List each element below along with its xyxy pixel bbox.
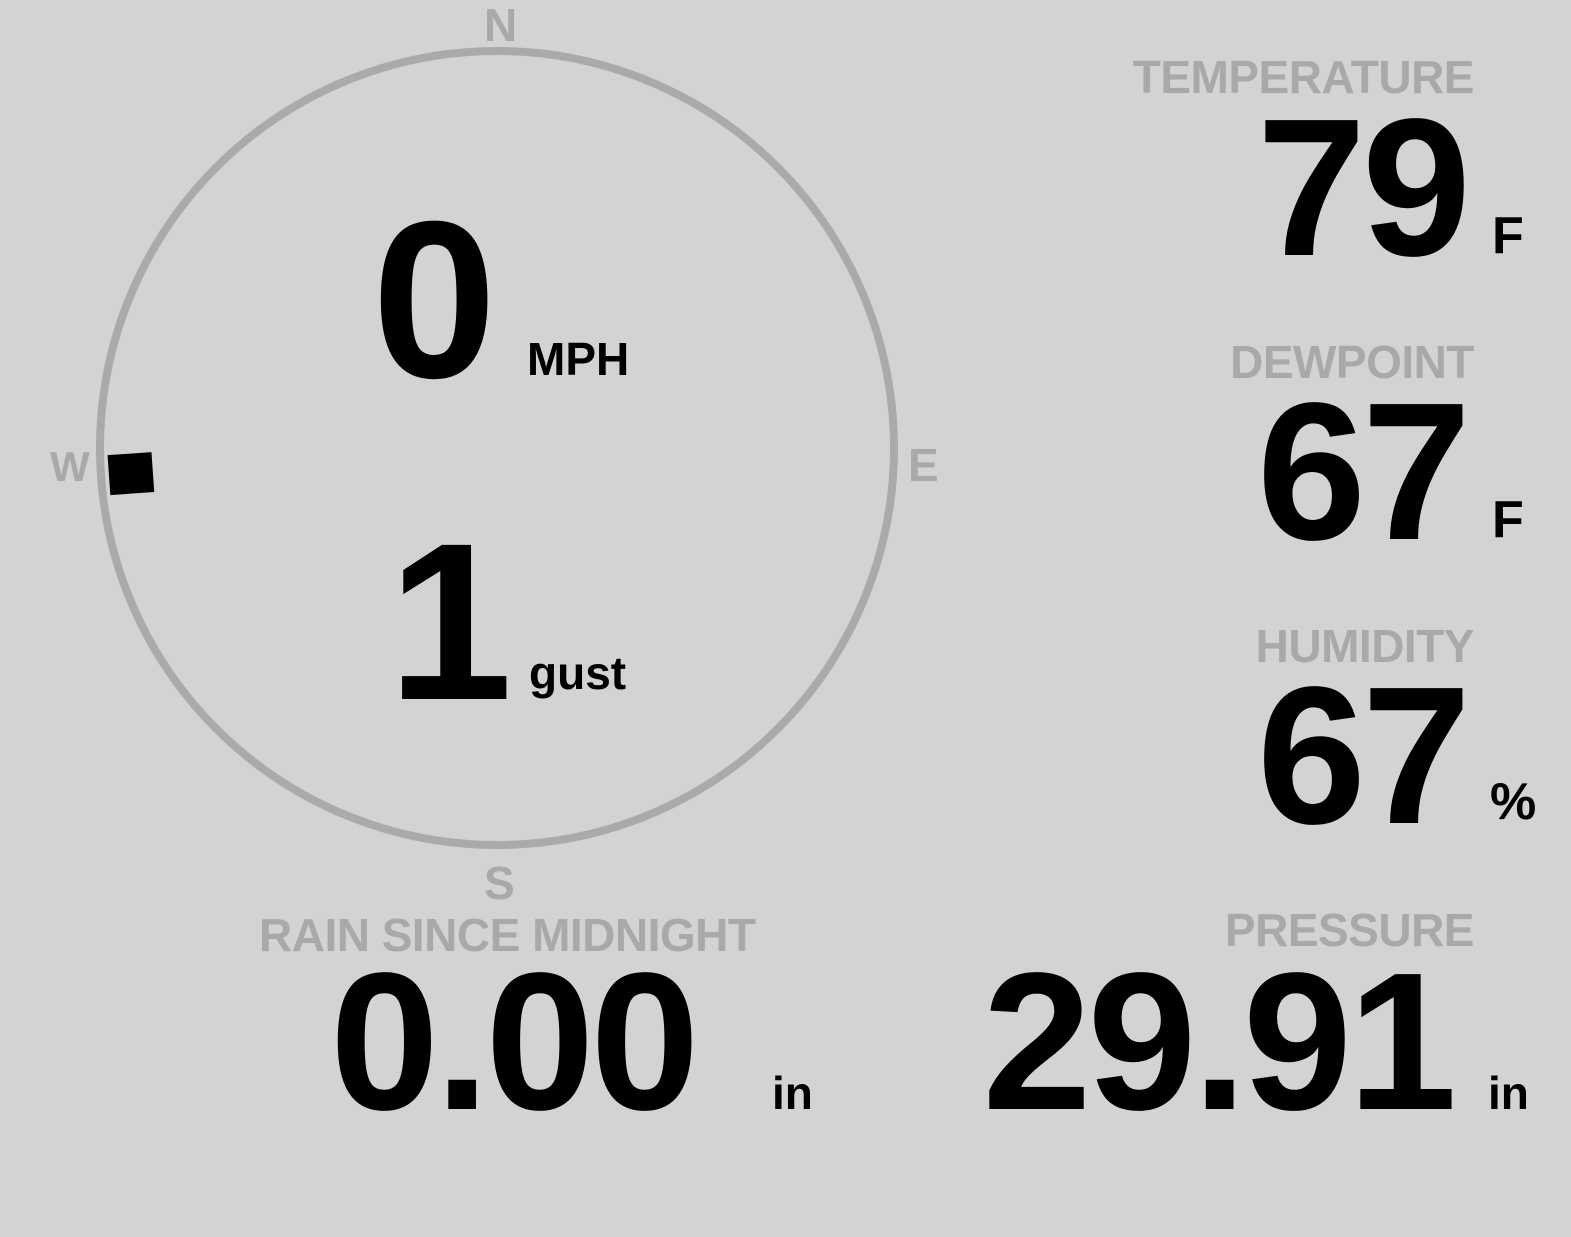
compass-circle: [96, 47, 898, 849]
wind-speed-unit: MPH: [527, 333, 630, 385]
pressure-value: 29.91: [982, 932, 1457, 1151]
temperature-value: 79: [1256, 78, 1471, 297]
temperature-label: TEMPERATURE: [1132, 51, 1475, 103]
wind-direction-marker: [107, 452, 155, 496]
temperature-unit: F: [1492, 207, 1524, 265]
compass-north: N: [484, 0, 518, 51]
dewpoint-unit: F: [1492, 491, 1524, 549]
humidity-unit: %: [1490, 773, 1537, 831]
dewpoint-label: DEWPOINT: [1230, 336, 1474, 388]
wind-gust-value: 1: [388, 497, 513, 747]
pressure-unit: in: [1488, 1067, 1529, 1119]
compass-west: W: [50, 443, 90, 490]
compass-east: E: [908, 439, 939, 491]
dewpoint-value: 67: [1256, 362, 1471, 581]
rain-value: 0.00: [330, 932, 699, 1151]
pressure-label: PRESSURE: [1224, 904, 1475, 956]
rain-unit: in: [772, 1067, 813, 1119]
wind-gust-unit: gust: [529, 647, 627, 699]
humidity-label: HUMIDITY: [1255, 620, 1475, 672]
rain-label: RAIN SINCE MIDNIGHT: [259, 909, 756, 961]
humidity-value: 67: [1256, 646, 1471, 865]
compass-south: S: [484, 857, 515, 909]
wind-speed-value: 0: [372, 175, 497, 425]
